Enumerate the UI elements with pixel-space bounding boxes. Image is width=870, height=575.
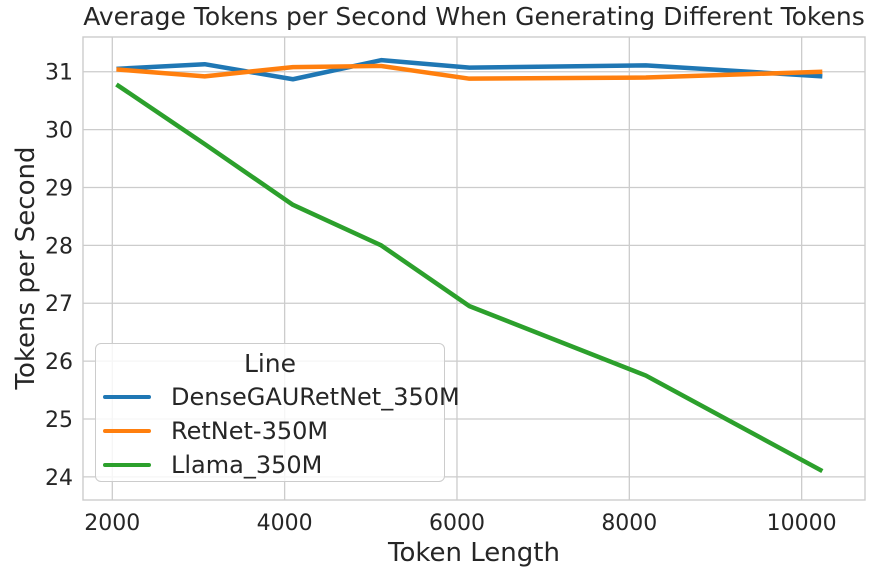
- x-tick-label-10000: 10000: [767, 511, 837, 536]
- y-tick-label-31: 31: [45, 61, 73, 86]
- legend-item-RetNet-350M: RetNet-350M: [96, 414, 444, 448]
- line-Llama_350M: [115, 82, 824, 474]
- y-tick-label-29: 29: [45, 176, 73, 201]
- plot-border: [82, 36, 866, 501]
- x-tick-label-4000: 4000: [257, 511, 313, 536]
- legend-swatch-RetNet-350M: [103, 428, 151, 434]
- legend-label: DenseGAURetNet_350M: [171, 383, 460, 411]
- y-axis-label: Tokens per Second: [11, 146, 41, 390]
- legend-swatch-DenseGAURetNet_350M: [103, 394, 151, 400]
- legend-items: DenseGAURetNet_350M RetNet-350M Llama_350M: [96, 380, 460, 482]
- y-tick-label-24: 24: [45, 466, 73, 491]
- chart-title: Average Tokens per Second When Generatin…: [83, 2, 865, 31]
- y-tick-label-30: 30: [45, 119, 73, 144]
- legend-title: Line: [243, 349, 297, 378]
- legend-swatch-Llama_350M: [103, 462, 151, 468]
- plot-spines: [82, 36, 866, 501]
- data-lines: [115, 57, 824, 474]
- legend: Line DenseGAURetNet_350M RetNet-350M Llama…: [95, 343, 460, 482]
- legend-label: RetNet-350M: [171, 417, 329, 445]
- x-tick-label-2000: 2000: [84, 511, 140, 536]
- y-tick-label-28: 28: [45, 234, 73, 259]
- legend-item-Llama_350M: Llama_350M: [96, 448, 444, 482]
- legend-label: Llama_350M: [171, 451, 323, 479]
- legend-item-DenseGAURetNet_350M: DenseGAURetNet_350M: [96, 380, 460, 414]
- y-tick-label-27: 27: [45, 292, 73, 317]
- y-tick-label-25: 25: [45, 408, 73, 433]
- y-tick-label-26: 26: [45, 350, 73, 375]
- line-DenseGAURetNet_350M: [116, 57, 823, 82]
- x-axis-label: Token Length: [388, 538, 560, 568]
- x-tick-label-8000: 8000: [601, 511, 657, 536]
- line-RetNet-350M: [116, 63, 823, 81]
- x-tick-label-6000: 6000: [429, 511, 485, 536]
- axis-ticks: 2000 4000 6000 8000 10000 24 25 26 27 28 29 30 31: [45, 61, 837, 536]
